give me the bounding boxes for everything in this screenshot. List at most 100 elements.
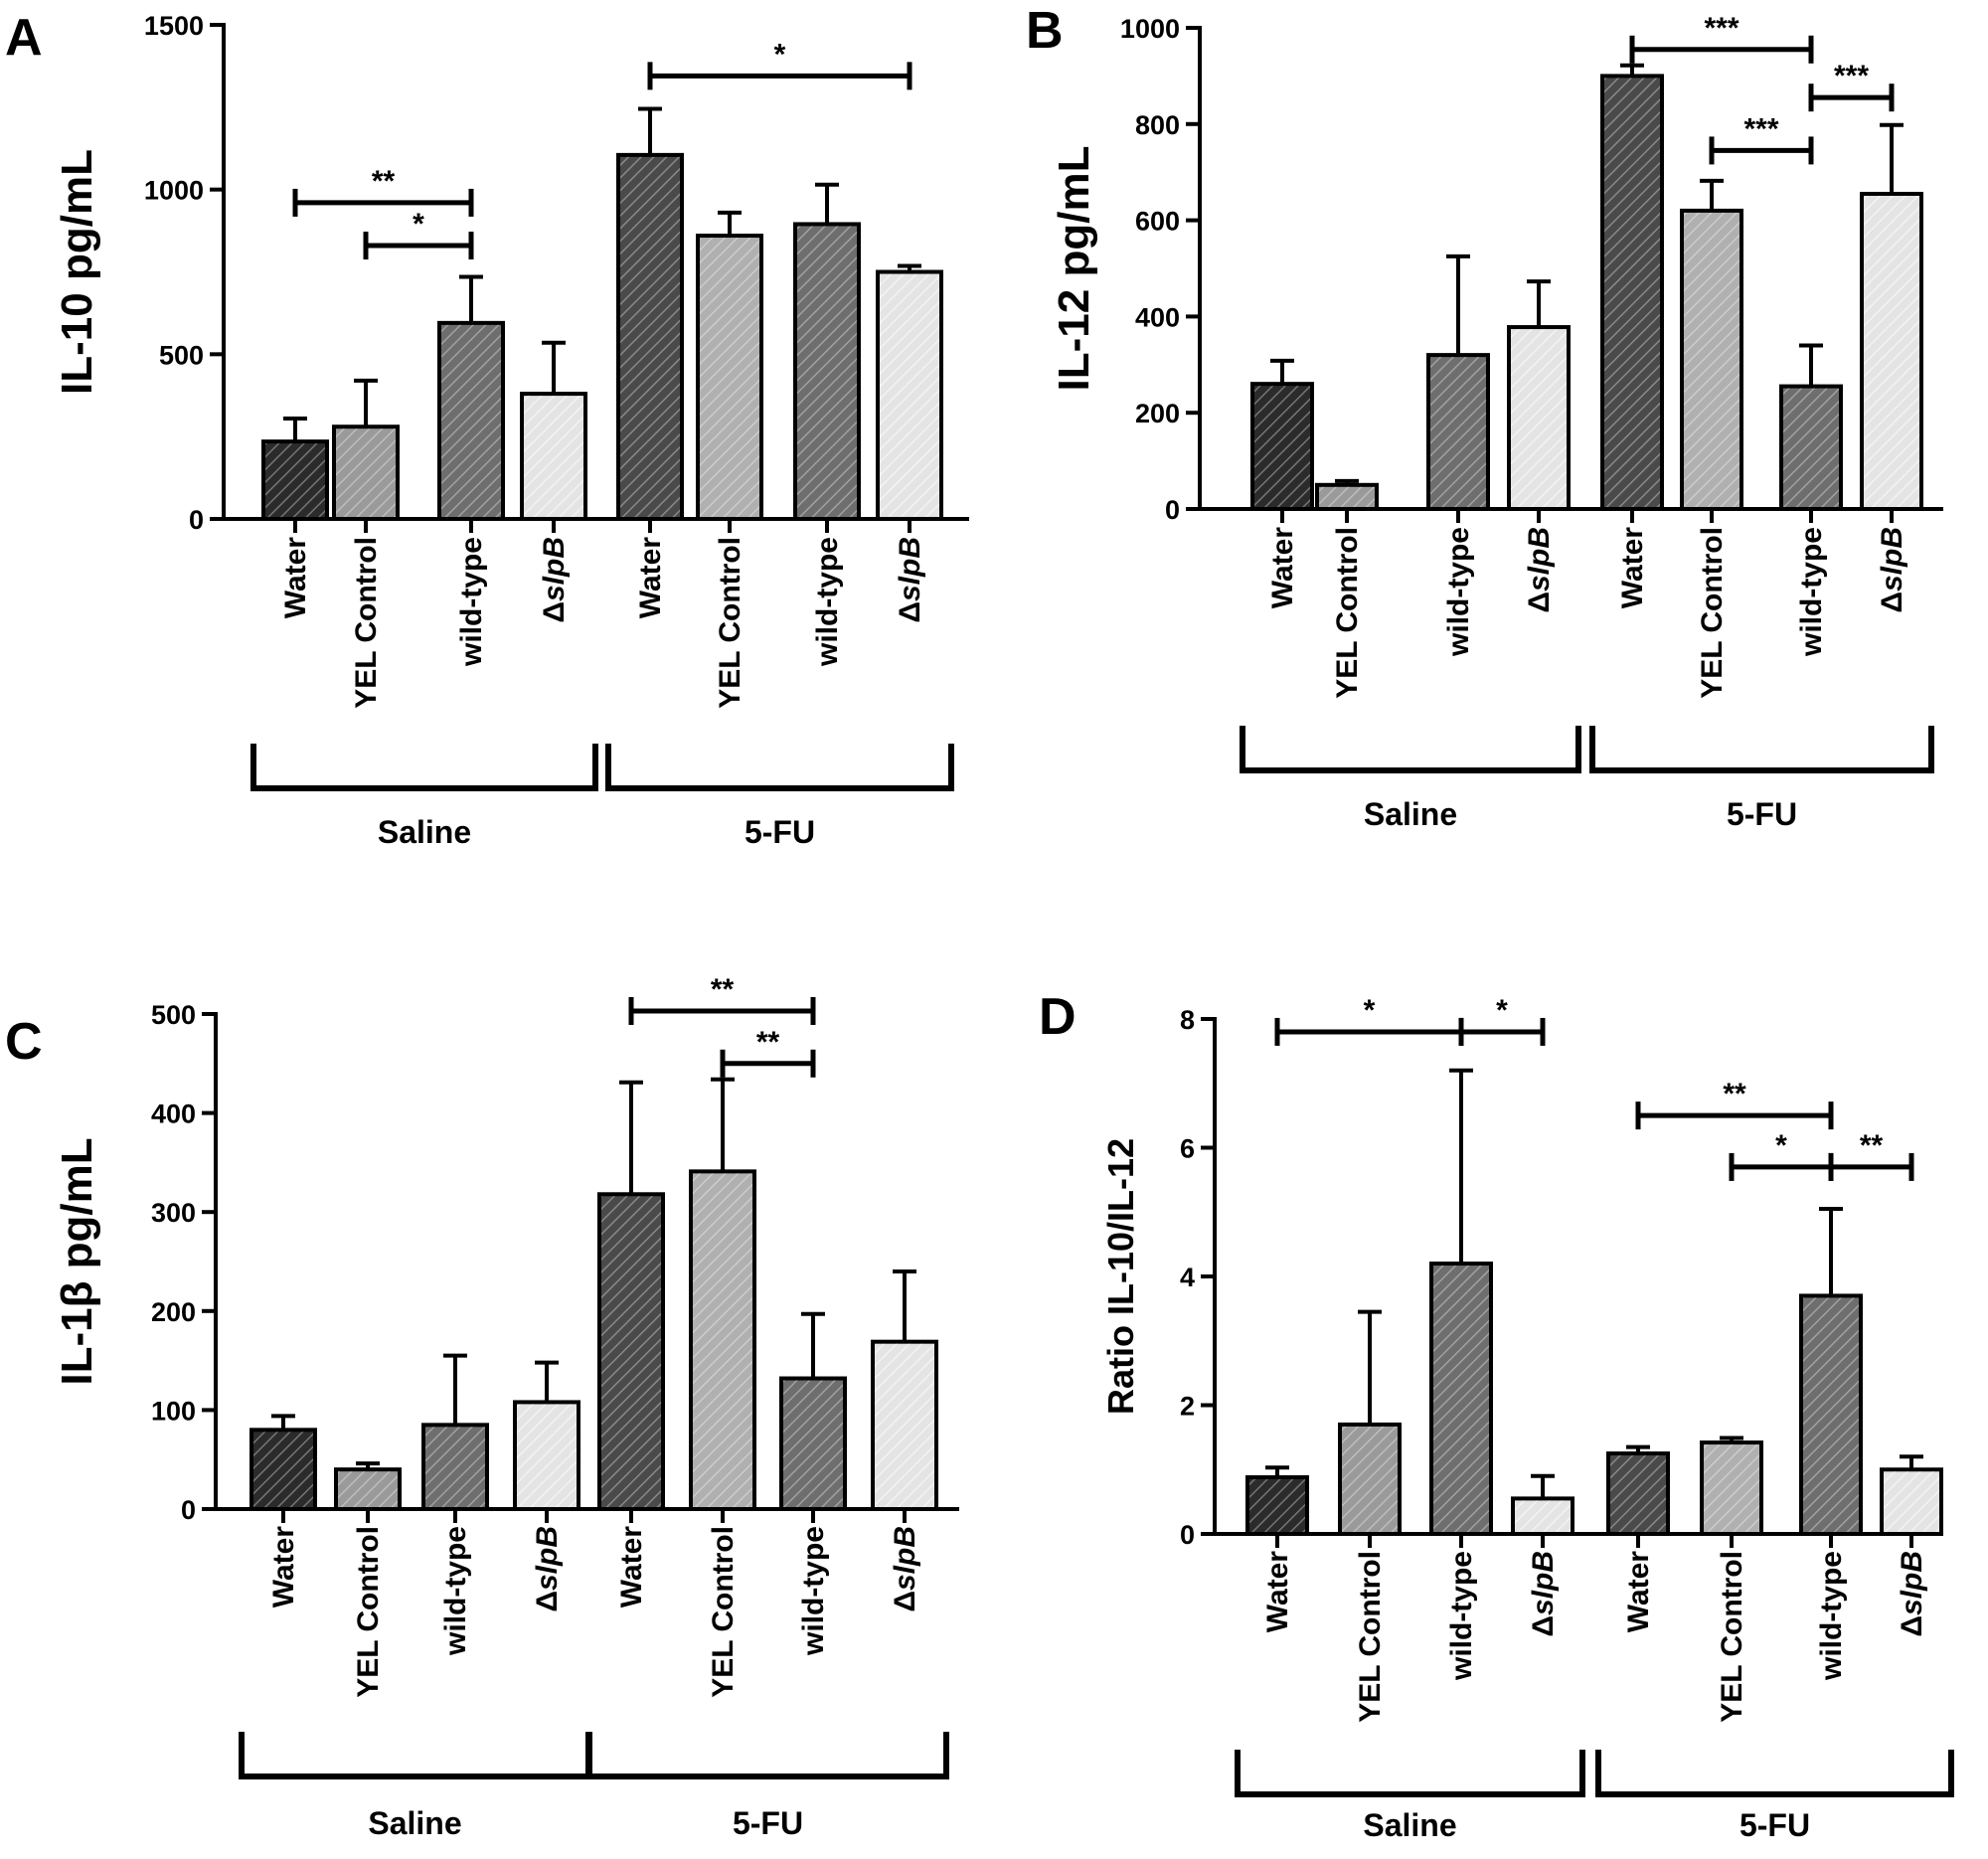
x-category-label: ΔslpB xyxy=(894,537,926,623)
significance-label: *** xyxy=(1704,12,1739,45)
x-category-label: Water xyxy=(634,537,667,619)
bar-hatch xyxy=(875,1343,934,1507)
group-label: 5-FU xyxy=(745,814,815,850)
y-tick-label: 0 xyxy=(181,1495,196,1525)
significance-label: ** xyxy=(372,165,396,198)
significance-label: * xyxy=(774,38,786,71)
bar-hatch xyxy=(1684,212,1740,508)
x-category-label: Water xyxy=(267,1526,300,1608)
group-label: Saline xyxy=(1364,796,1457,832)
y-axis-label: Ratio IL-10/IL-12 xyxy=(1100,1138,1141,1415)
bar-hatch xyxy=(1884,1471,1939,1532)
significance-label: * xyxy=(1364,994,1376,1027)
x-category-label: YEL Control xyxy=(352,1526,385,1698)
significance-label: *** xyxy=(1743,112,1778,145)
group-label: Saline xyxy=(368,1805,461,1841)
y-tick-label: 600 xyxy=(1135,207,1180,237)
bar-hatch xyxy=(1342,1426,1398,1532)
bar-hatch xyxy=(1704,1444,1759,1532)
bar-hatch xyxy=(1433,1266,1489,1532)
x-category-label: YEL Control xyxy=(714,537,746,709)
x-category-label: YEL Control xyxy=(1696,527,1729,699)
y-tick-label: 0 xyxy=(1180,1520,1195,1550)
x-category-label: Water xyxy=(1616,527,1649,609)
y-axis-label: IL-1β pg/mL xyxy=(53,1137,101,1385)
significance-label: ** xyxy=(756,1026,780,1059)
panel-c: C IL-1β pg/mL 0 100 200 300 400 500 Water YEL Con… xyxy=(5,973,959,1841)
x-category-label: wild-type xyxy=(455,537,488,667)
y-tick-label: 1000 xyxy=(144,176,204,206)
panel-b: B IL-12 pg/mL 0 200 400 600 800 1000 Water YEL Co… xyxy=(1026,2,1943,832)
y-axis-label: IL-10 pg/mL xyxy=(53,149,101,395)
bar-hatch xyxy=(783,1380,843,1507)
y-tick-label: 2 xyxy=(1180,1392,1195,1422)
y-tick-label: 400 xyxy=(151,1099,196,1129)
y-tick-label: 400 xyxy=(1135,302,1180,332)
group-label: 5-FU xyxy=(1740,1807,1810,1843)
x-category-label: YEL Control xyxy=(1354,1551,1387,1723)
bar-hatch xyxy=(1604,78,1660,508)
bar-hatch xyxy=(338,1471,398,1507)
bar-hatch xyxy=(1254,386,1310,507)
panel-letter: A xyxy=(5,9,43,67)
bar-hatch xyxy=(253,1432,313,1507)
bar-hatch xyxy=(1515,1500,1571,1532)
bar-hatch xyxy=(265,443,325,517)
x-category-label: Water xyxy=(615,1526,648,1608)
panel-a: A IL-10 pg/mL 0 500 1000 1500 Water YEL Control… xyxy=(5,9,969,850)
bar-hatch xyxy=(693,1173,752,1507)
x-category-label: Water xyxy=(1261,1551,1294,1633)
bar-hatch xyxy=(425,1427,485,1507)
x-category-label: ΔslpB xyxy=(531,1526,564,1612)
x-category-label: YEL Control xyxy=(707,1526,740,1698)
group-bracket xyxy=(1240,726,1581,773)
significance-label: ** xyxy=(711,973,735,1006)
bar-hatch xyxy=(1430,357,1486,507)
x-category-label: wild-type xyxy=(1442,527,1475,657)
y-tick-label: 500 xyxy=(151,1000,196,1030)
group-label: Saline xyxy=(378,814,471,850)
x-category-label: Water xyxy=(279,537,312,619)
y-tick-label: 100 xyxy=(151,1396,196,1426)
bar-hatch xyxy=(336,428,396,517)
x-category-label: wild-type xyxy=(1815,1551,1848,1681)
x-category-label: wild-type xyxy=(1445,1551,1478,1681)
group-bracket xyxy=(605,744,954,791)
y-tick-label: 200 xyxy=(1135,399,1180,428)
bar-hatch xyxy=(601,1196,661,1507)
x-category-label: ΔslpB xyxy=(538,537,571,623)
x-category-label: ΔslpB xyxy=(1896,1551,1928,1637)
x-category-label: YEL Control xyxy=(1716,1551,1748,1723)
group-bracket xyxy=(1235,1750,1585,1797)
y-tick-label: 4 xyxy=(1180,1263,1195,1292)
y-tick-label: 800 xyxy=(1135,110,1180,140)
x-category-label: wild-type xyxy=(1795,527,1828,657)
x-category-label: ΔslpB xyxy=(1527,1551,1560,1637)
bar-hatch xyxy=(441,324,501,517)
bar-hatch xyxy=(700,238,759,517)
bar-hatch xyxy=(1610,1455,1666,1532)
group-bracket xyxy=(1595,1750,1954,1797)
x-category-label: ΔslpB xyxy=(1523,527,1556,613)
significance-label: * xyxy=(1775,1129,1787,1162)
significance-label: ** xyxy=(1860,1129,1884,1162)
bar-hatch xyxy=(1511,329,1567,507)
panel-d: D Ratio IL-10/IL-12 0 2 4 6 8 Water YEL Control w… xyxy=(1039,988,1954,1843)
significance-label: * xyxy=(1496,994,1508,1027)
y-tick-label: 200 xyxy=(151,1297,196,1327)
bar-hatch xyxy=(880,273,939,517)
x-category-label: wild-type xyxy=(811,537,844,667)
x-category-label: ΔslpB xyxy=(1876,527,1908,613)
x-category-label: ΔslpB xyxy=(889,1526,921,1612)
y-tick-label: 300 xyxy=(151,1198,196,1228)
bar-hatch xyxy=(620,156,680,518)
group-bracket xyxy=(1589,726,1934,773)
group-label: 5-FU xyxy=(733,1805,803,1841)
panel-letter: C xyxy=(5,1013,43,1071)
y-tick-label: 6 xyxy=(1180,1134,1195,1164)
panel-letter: D xyxy=(1039,988,1077,1046)
y-tick-label: 0 xyxy=(189,505,204,535)
bar-hatch xyxy=(517,1404,577,1507)
